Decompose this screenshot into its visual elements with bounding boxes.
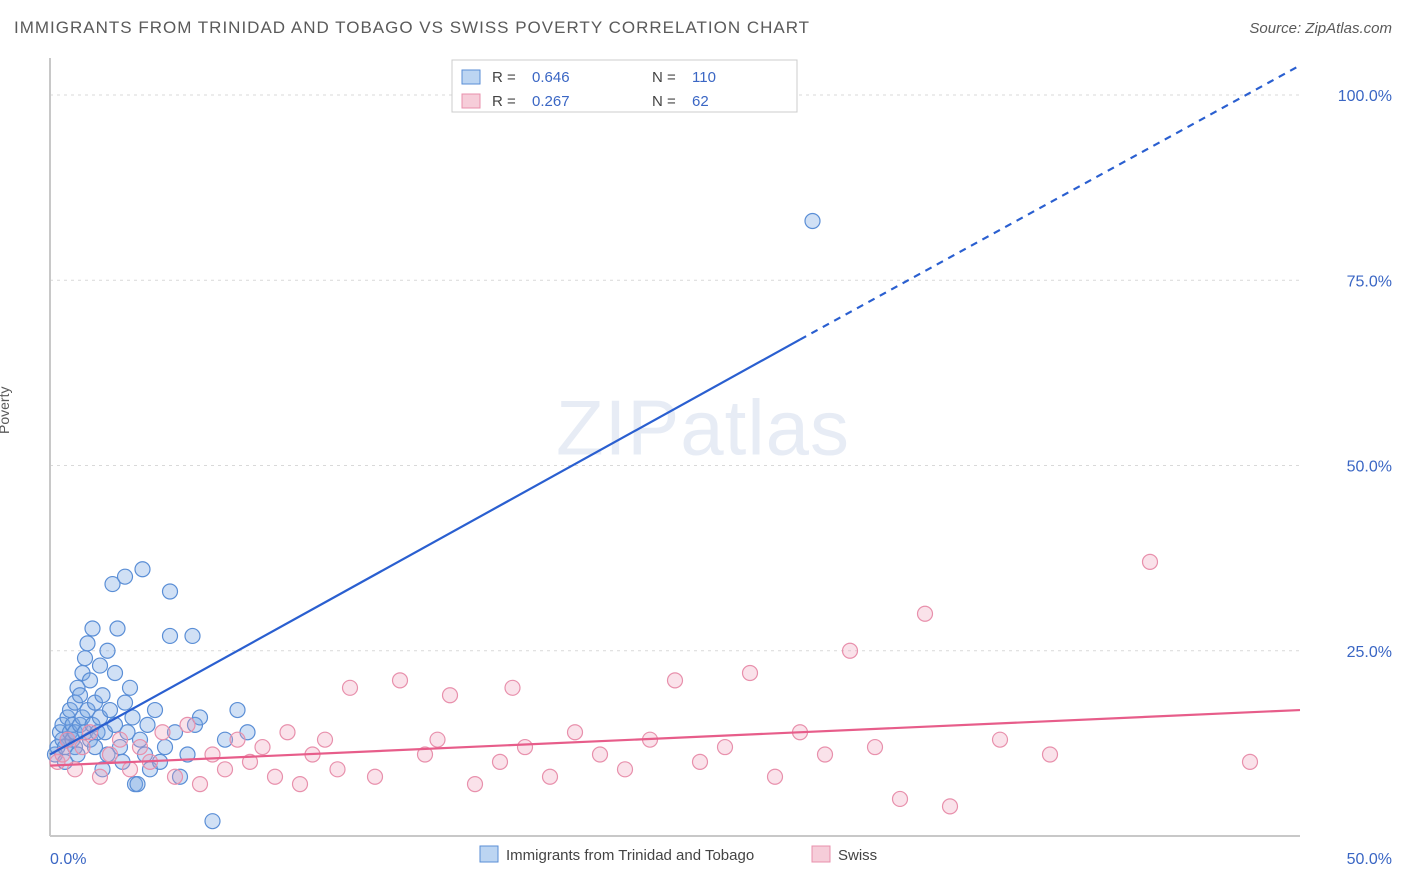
data-point — [118, 569, 133, 584]
data-point — [155, 725, 170, 740]
data-point — [443, 688, 458, 703]
data-point — [868, 740, 883, 755]
data-point — [230, 703, 245, 718]
legend-n-value: 62 — [692, 93, 709, 110]
data-point — [468, 777, 483, 792]
data-point — [268, 769, 283, 784]
data-point — [93, 769, 108, 784]
data-point — [123, 762, 138, 777]
series-label: Immigrants from Trinidad and Tobago — [506, 847, 754, 864]
data-point — [118, 695, 133, 710]
data-point — [718, 740, 733, 755]
data-point — [993, 732, 1008, 747]
data-point — [1243, 754, 1258, 769]
data-point — [108, 665, 123, 680]
data-point — [430, 732, 445, 747]
data-point — [330, 762, 345, 777]
data-point — [693, 754, 708, 769]
data-point — [805, 214, 820, 229]
data-point — [205, 747, 220, 762]
data-point — [543, 769, 558, 784]
data-point — [83, 673, 98, 688]
series-label: Swiss — [838, 847, 877, 864]
data-point — [218, 762, 233, 777]
trend-line — [50, 340, 800, 755]
data-point — [110, 621, 125, 636]
data-point — [205, 814, 220, 829]
data-point — [163, 628, 178, 643]
legend-n-label: N = — [652, 69, 676, 86]
x-tick-label: 50.0% — [1347, 851, 1392, 868]
y-tick-label: 75.0% — [1347, 273, 1392, 290]
data-point — [93, 658, 108, 673]
data-point — [180, 717, 195, 732]
legend-r-value: 0.646 — [532, 69, 570, 86]
data-point — [148, 703, 163, 718]
y-tick-label: 100.0% — [1338, 88, 1392, 105]
data-point — [568, 725, 583, 740]
legend-r-value: 0.267 — [532, 93, 570, 110]
legend-n-value: 110 — [692, 69, 716, 86]
data-point — [163, 584, 178, 599]
data-point — [493, 754, 508, 769]
data-point — [293, 777, 308, 792]
data-point — [618, 762, 633, 777]
data-point — [133, 740, 148, 755]
data-point — [193, 777, 208, 792]
data-point — [123, 680, 138, 695]
data-point — [1143, 554, 1158, 569]
data-point — [318, 732, 333, 747]
series-swatch — [812, 846, 830, 862]
data-point — [343, 680, 358, 695]
data-point — [140, 717, 155, 732]
data-point — [768, 769, 783, 784]
legend-n-label: N = — [652, 93, 676, 110]
data-point — [100, 643, 115, 658]
data-point — [185, 628, 200, 643]
data-point — [1043, 747, 1058, 762]
data-point — [918, 606, 933, 621]
data-point — [255, 740, 270, 755]
data-point — [130, 777, 145, 792]
data-point — [943, 799, 958, 814]
data-point — [368, 769, 383, 784]
correlation-scatter-chart: 25.0% 50.0% 75.0% 100.0% 0.0% 50.0% R = 0.646 N … — [0, 0, 1406, 892]
data-point — [893, 791, 908, 806]
data-point — [78, 651, 93, 666]
data-point — [743, 665, 758, 680]
data-point — [85, 621, 100, 636]
data-point — [135, 562, 150, 577]
y-tick-label: 25.0% — [1347, 644, 1392, 661]
y-tick-label: 50.0% — [1347, 459, 1392, 476]
data-point — [518, 740, 533, 755]
data-point — [158, 740, 173, 755]
legend-r-label: R = — [492, 69, 516, 86]
data-point — [80, 636, 95, 651]
data-point — [103, 703, 118, 718]
data-point — [75, 740, 90, 755]
data-point — [280, 725, 295, 740]
legend-r-label: R = — [492, 93, 516, 110]
data-point — [103, 747, 118, 762]
legend-swatch — [462, 94, 480, 108]
data-point — [668, 673, 683, 688]
data-point — [505, 680, 520, 695]
data-point — [818, 747, 833, 762]
data-point — [393, 673, 408, 688]
legend-swatch — [462, 70, 480, 84]
data-point — [843, 643, 858, 658]
data-point — [230, 732, 245, 747]
data-point — [593, 747, 608, 762]
data-point — [73, 688, 88, 703]
data-point — [113, 732, 128, 747]
series-swatch — [480, 846, 498, 862]
x-tick-label: 0.0% — [50, 851, 86, 868]
data-point — [95, 688, 110, 703]
trend-line-extrapolated — [800, 65, 1300, 339]
data-point — [168, 769, 183, 784]
